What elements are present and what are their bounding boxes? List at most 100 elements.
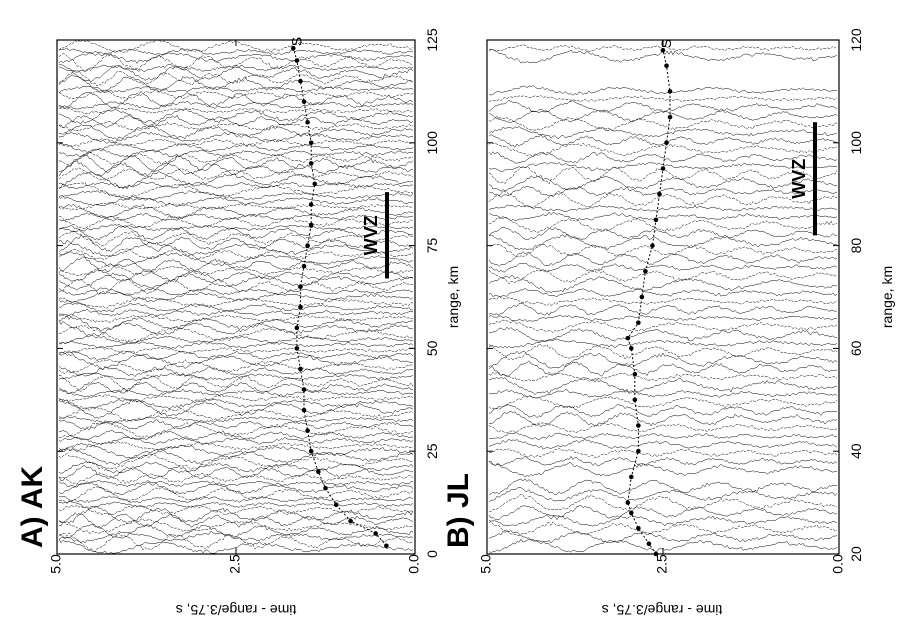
seismic-trace <box>58 518 414 534</box>
seismic-trace <box>488 448 838 459</box>
seismic-trace <box>58 512 414 528</box>
seismic-trace <box>58 107 414 115</box>
panel-ak-s-label: S <box>288 37 304 46</box>
panel-ak-traces <box>58 39 414 554</box>
seismic-trace <box>58 346 414 354</box>
seismic-trace <box>488 161 838 172</box>
seismic-trace <box>58 124 414 141</box>
s-pick-point <box>650 243 655 248</box>
seismic-trace <box>488 99 838 114</box>
s-pick-point <box>333 502 339 507</box>
seismic-trace <box>58 446 414 466</box>
s-pick-point <box>301 99 307 104</box>
seismic-trace <box>488 377 838 395</box>
seismic-trace <box>58 100 414 110</box>
range-tick-label: 20 <box>848 546 864 562</box>
seismic-trace <box>58 287 414 296</box>
seismic-trace <box>58 89 414 100</box>
seismic-trace <box>488 85 838 96</box>
s-pick-point <box>308 448 314 454</box>
panel-ak-wvz-label: WVZ <box>361 215 381 255</box>
panel-ak-ticks: 0 25 50 75 100 125 0.0 2.5 5.0 <box>48 28 440 574</box>
seismic-trace <box>488 233 838 250</box>
seismic-trace <box>488 263 838 273</box>
seismic-trace <box>58 181 413 190</box>
seismic-trace <box>58 313 414 324</box>
seismic-trace <box>488 343 838 360</box>
s-pick-point <box>629 510 634 516</box>
seismic-trace <box>488 269 838 285</box>
seismic-trace <box>58 231 414 247</box>
seismic-trace <box>58 341 414 349</box>
s-pick-point <box>308 140 314 146</box>
s-pick-point <box>308 161 314 166</box>
seismic-trace <box>488 422 838 434</box>
panel-ak: 0 25 50 75 100 125 0.0 2.5 5.0 WVZ S A) AK range… <box>16 28 461 574</box>
seismic-trace <box>488 505 838 521</box>
seismic-trace <box>488 395 838 410</box>
seismic-trace <box>488 243 838 258</box>
seismic-trace <box>58 152 414 166</box>
s-pick-point <box>301 263 307 269</box>
s-pick-point <box>312 181 318 187</box>
seismic-trace <box>58 388 414 398</box>
time-tick-label: 0.0 <box>830 554 846 574</box>
seismic-trace <box>488 126 838 139</box>
seismic-trace <box>58 481 414 496</box>
range-tick-label: 75 <box>424 238 440 254</box>
seismic-trace <box>58 350 414 362</box>
seismic-trace <box>488 319 838 334</box>
seismic-trace <box>488 360 838 378</box>
seismic-trace <box>58 324 414 343</box>
seismic-trace <box>58 296 414 309</box>
time-tick-label: 5.0 <box>48 554 64 574</box>
seismic-trace <box>58 264 414 276</box>
panel-jl-traces <box>488 44 838 554</box>
s-pick-point <box>653 551 659 557</box>
s-pick-point <box>298 304 303 310</box>
seismic-trace <box>488 438 838 450</box>
s-pick-point <box>636 526 641 531</box>
s-pick-point <box>308 222 314 228</box>
s-pick-point <box>298 78 303 84</box>
s-pick-point <box>298 284 303 290</box>
seismic-trace <box>58 436 414 446</box>
range-tick-label: 0 <box>424 550 440 558</box>
seismic-trace <box>58 272 414 291</box>
seismic-trace <box>58 234 414 252</box>
s-pick-point <box>305 428 310 433</box>
seismic-trace <box>488 117 838 131</box>
s-pick-point <box>384 543 389 549</box>
s-pick-point <box>636 320 641 326</box>
s-pick-point <box>657 191 662 197</box>
seismic-trace <box>58 202 414 211</box>
seismic-trace <box>488 141 838 157</box>
seismic-trace <box>58 495 414 504</box>
seismic-trace <box>58 70 414 87</box>
panel-ak-s-picks <box>290 45 389 549</box>
s-pick-point <box>301 407 307 413</box>
s-pick-point <box>316 469 321 475</box>
seismic-trace <box>58 506 414 525</box>
seismic-trace <box>488 151 838 164</box>
s-pick-point <box>625 500 631 505</box>
seismic-trace <box>58 352 414 370</box>
s-pick-point <box>305 243 310 248</box>
seismic-trace <box>58 291 414 304</box>
seismic-trace <box>488 251 838 267</box>
seismic-trace <box>58 419 414 431</box>
seismic-trace <box>489 389 838 399</box>
seismic-trace <box>58 365 414 377</box>
seismic-trace <box>58 372 414 381</box>
s-pick-point <box>294 346 300 351</box>
range-tick-label: 40 <box>848 443 864 459</box>
range-tick-label: 100 <box>424 131 440 155</box>
s-pick-point <box>625 335 631 341</box>
s-pick-point <box>323 485 328 491</box>
s-pick-point <box>636 423 641 428</box>
seismic-trace <box>58 114 414 129</box>
seismic-trace <box>488 411 838 428</box>
s-pick-point <box>664 140 669 146</box>
range-tick-label: 80 <box>848 238 864 254</box>
s-pick-point <box>632 371 638 377</box>
